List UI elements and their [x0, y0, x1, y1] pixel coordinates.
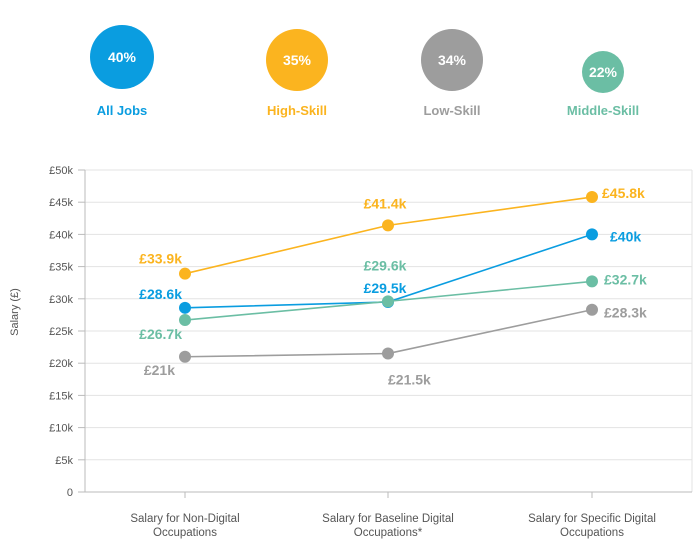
x-tick-label: Occupations [560, 527, 624, 539]
circle-label-high-skill: High-Skill [267, 103, 327, 118]
data-label-high-skill: £33.9k [139, 251, 182, 267]
data-label-all-jobs: £40k [610, 228, 641, 244]
circle-all-jobs [90, 25, 154, 89]
summary-circles: 40% All Jobs 35% High-Skill 34% Low-Skill 22% M… [90, 25, 639, 118]
y-tick-label: £20k [49, 358, 73, 370]
point-high-skill [382, 219, 394, 232]
y-tick-label: £5k [55, 455, 73, 467]
point-high-skill [179, 267, 191, 280]
y-tick-label: £25k [49, 326, 73, 338]
data-label-middle-skill: £26.7k [139, 326, 182, 342]
x-tick-label: Salary for Specific Digital [528, 513, 656, 525]
circle-value-low-skill: 34% [438, 52, 467, 68]
data-label-middle-skill: £32.7k [604, 271, 647, 287]
y-tick-label: £50k [49, 165, 73, 177]
data-label-all-jobs: £29.5k [364, 280, 407, 296]
grid [85, 169, 693, 492]
axes: 0 £5k £10k £15k £20k £25k £30k £35k £40k £45k £50k… [49, 165, 692, 539]
data-label-low-skill: £28.3k [604, 305, 647, 321]
data-label-middle-skill: £29.6k [364, 257, 407, 273]
point-high-skill [586, 191, 598, 204]
data-label-all-jobs: £28.6k [139, 286, 182, 302]
x-tick-label: Occupations [153, 527, 217, 539]
circle-label-all-jobs: All Jobs [97, 103, 148, 118]
circle-value-high-skill: 35% [283, 52, 312, 68]
point-middle-skill [382, 295, 394, 308]
x-tick-label: Salary for Non-Digital [130, 513, 239, 525]
y-tick-label: £15k [49, 390, 73, 402]
data-label-high-skill: £41.4k [364, 195, 407, 211]
x-tick-label: Salary for Baseline Digital [322, 513, 454, 525]
point-low-skill [586, 303, 598, 316]
series-lines [179, 191, 598, 363]
point-all-jobs [179, 301, 191, 314]
circle-value-middle-skill: 22% [589, 64, 618, 80]
y-tick-label: £10k [49, 423, 73, 435]
circle-label-low-skill: Low-Skill [423, 103, 480, 118]
y-tick-label: £40k [49, 229, 73, 241]
point-middle-skill [586, 275, 598, 288]
y-tick-label: 0 [67, 487, 73, 499]
data-label-low-skill: £21k [144, 362, 175, 378]
y-axis-label: Salary (£) [9, 288, 21, 336]
circle-low-skill [421, 29, 483, 91]
y-tick-label: £45k [49, 197, 73, 209]
circle-value-all-jobs: 40% [108, 49, 137, 65]
point-low-skill [382, 347, 394, 360]
circle-label-middle-skill: Middle-Skill [567, 103, 639, 118]
x-tick-label: Occupations* [354, 527, 423, 539]
point-all-jobs [586, 228, 598, 241]
point-low-skill [179, 350, 191, 363]
data-label-high-skill: £45.8k [602, 185, 645, 201]
data-label-low-skill: £21.5k [388, 372, 431, 388]
data-labels: £33.9k £41.4k £45.8k £28.6k £29.5k £40k £26.7k… [139, 185, 647, 387]
y-tick-label: £35k [49, 262, 73, 274]
circle-middle-skill [582, 51, 624, 93]
y-tick-label: £30k [49, 294, 73, 306]
circle-high-skill [266, 29, 328, 91]
point-middle-skill [179, 314, 191, 327]
